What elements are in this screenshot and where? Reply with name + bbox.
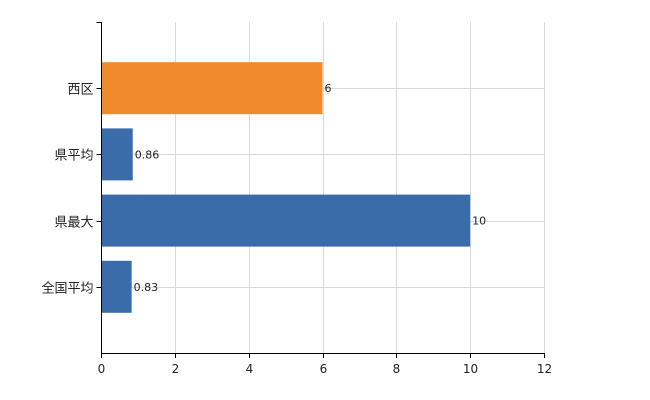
data-label-2: 10 <box>472 215 486 228</box>
category-label-2: 県最大 <box>54 216 93 231</box>
category-label-1: 県平均 <box>54 149 93 164</box>
category-label-0: 西区 <box>67 83 93 98</box>
bar-2 <box>102 194 471 247</box>
data-label-1: 0.86 <box>135 148 160 161</box>
x-tick-label-6: 12 <box>537 362 552 376</box>
data-label-0: 6 <box>325 82 332 95</box>
x-tick-label-0: 0 <box>98 362 106 376</box>
x-tick-label-5: 10 <box>463 362 478 376</box>
x-tick-label-4: 8 <box>393 362 401 376</box>
x-tick-label-2: 4 <box>246 362 254 376</box>
data-label-3: 0.83 <box>134 281 159 294</box>
axes <box>96 22 545 358</box>
bar-3 <box>102 260 132 313</box>
x-tick-label-3: 6 <box>320 362 328 376</box>
bar-1 <box>102 128 133 181</box>
bars <box>102 62 471 313</box>
category-label-3: 全国平均 <box>41 281 93 297</box>
bar-0 <box>102 62 323 115</box>
x-tick-label-1: 2 <box>172 362 180 376</box>
